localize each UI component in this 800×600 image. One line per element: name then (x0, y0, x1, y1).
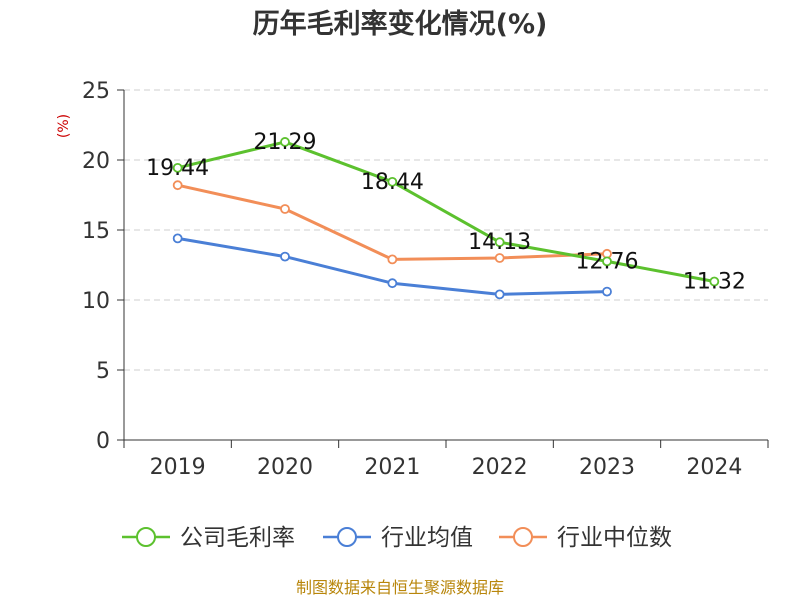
data-point[interactable] (387, 254, 398, 265)
y-axis-unit: (%) (56, 114, 72, 138)
data-point[interactable] (602, 286, 612, 297)
y-tick-label: 10 (82, 289, 110, 314)
data-label: 18.44 (361, 170, 424, 195)
data-point[interactable] (387, 176, 398, 187)
data-point[interactable] (172, 233, 183, 244)
axes: 0 5 10 15 20 25 2019 2020 2021 2022 2023 2024 (82, 79, 769, 480)
x-tick-label: 2024 (686, 455, 742, 480)
data-label: 11.32 (683, 270, 746, 295)
y-tick-label: 20 (82, 149, 110, 174)
legend-swatch-marker (513, 527, 533, 547)
y-tick-label: 25 (82, 79, 110, 104)
data-label: 21.29 (254, 130, 317, 155)
legend-label: 行业中位数 (557, 525, 672, 551)
legend-label: 行业均值 (381, 525, 473, 551)
data-point[interactable] (280, 251, 290, 262)
data-label: 19.44 (146, 156, 209, 181)
x-tick-label: 2022 (472, 455, 528, 480)
x-tick-label: 2020 (257, 455, 313, 480)
data-point[interactable] (602, 256, 612, 267)
data-point[interactable] (494, 237, 505, 248)
data-point[interactable] (494, 253, 505, 263)
x-tick-label: 2019 (150, 455, 206, 480)
x-tick-label: 2021 (364, 455, 420, 480)
data-point[interactable] (280, 137, 290, 147)
data-point[interactable] (494, 289, 505, 300)
legend-item[interactable]: 行业均值 (323, 525, 473, 551)
data-point[interactable] (172, 162, 183, 173)
legend-label: 公司毛利率 (180, 525, 295, 551)
legend[interactable]: 公司毛利率 行业均值 行业中位数 (122, 525, 672, 551)
data-point[interactable] (172, 180, 183, 191)
grid (124, 89, 768, 371)
legend-item[interactable]: 公司毛利率 (122, 525, 295, 551)
x-tick-label: 2023 (579, 455, 635, 480)
data-labels: 19.44 21.29 18.44 14.13 12.76 11.32 (146, 130, 746, 295)
source-note: 制图数据来自恒生聚源数据库 (296, 578, 504, 597)
series (172, 137, 720, 300)
data-point[interactable] (709, 276, 720, 287)
data-label: 14.13 (468, 230, 531, 255)
data-label: 12.76 (576, 249, 639, 274)
y-tick-label: 15 (82, 219, 110, 244)
series-line (177, 140, 715, 283)
legend-swatch-marker (136, 527, 156, 547)
data-point[interactable] (280, 204, 290, 214)
data-point[interactable] (387, 278, 398, 289)
legend-item[interactable]: 行业中位数 (499, 525, 672, 551)
y-tick-label: 5 (96, 359, 110, 384)
y-tick-label: 0 (96, 429, 110, 454)
chart-title: 历年毛利率变化情况(%) (253, 8, 548, 40)
legend-swatch-marker (337, 527, 357, 547)
